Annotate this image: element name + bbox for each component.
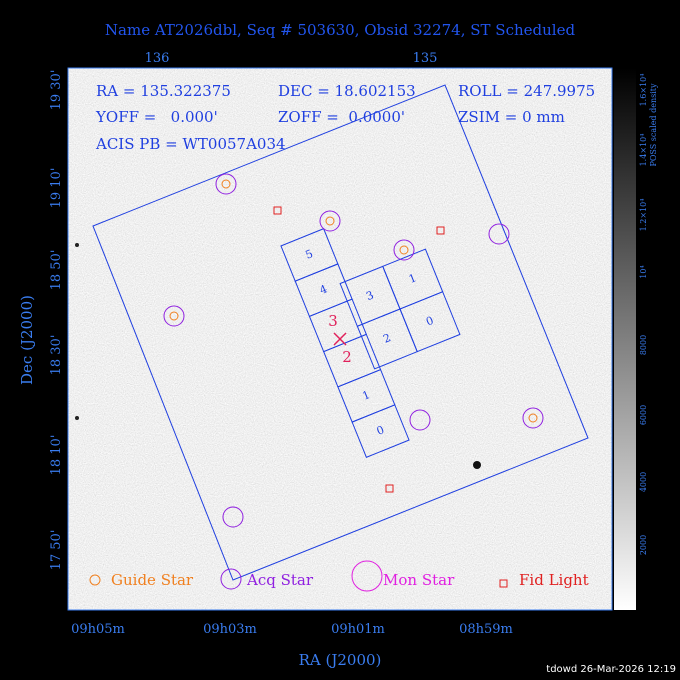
colorbar-tick: 6000 xyxy=(639,405,648,425)
colorbar xyxy=(614,68,636,610)
info: YOFF = 0.000' xyxy=(95,108,218,126)
colorbar-tick: 1.2×10⁴ xyxy=(639,199,648,232)
y-label: Dec (J2000) xyxy=(18,295,36,385)
legend-acq-icon xyxy=(220,568,242,590)
footer: tdowd 26-Mar-2026 12:19 xyxy=(546,664,676,675)
left-tick: 19 10' xyxy=(49,168,64,209)
legend-entry: Acq Star xyxy=(246,571,314,589)
chip-label: 5 xyxy=(304,247,315,262)
bottom-tick: 09h03m xyxy=(203,622,257,637)
pointing-label: 3 xyxy=(328,312,338,330)
left-tick: 19 30' xyxy=(49,70,64,111)
chip-label: 2 xyxy=(381,331,392,346)
info: ROLL = 247.9975 xyxy=(458,82,595,100)
legend-entry: Fid Light xyxy=(519,571,589,589)
bottom-tick: 09h05m xyxy=(71,622,125,637)
colorbar-tick: 4000 xyxy=(639,472,648,492)
chip-label: 3 xyxy=(364,288,375,303)
field-of-view xyxy=(92,84,589,581)
aimpoint xyxy=(333,332,347,346)
bottom-tick: 08h59m xyxy=(459,622,513,637)
top-tick: 135 xyxy=(413,51,438,66)
legend-mon-icon xyxy=(351,560,383,592)
bottom-tick: 09h01m xyxy=(331,622,385,637)
pointing-label: 2 xyxy=(342,348,352,366)
legend-fid-icon xyxy=(499,579,508,588)
colorbar-tick: 1.4×10⁴ xyxy=(639,134,648,167)
x-label: RA (J2000) xyxy=(299,651,382,669)
chip-label: 1 xyxy=(360,388,371,403)
chip-label: 4 xyxy=(318,282,329,297)
left-tick: 18 10' xyxy=(49,435,64,476)
info: ACIS PB = WT0057A034 xyxy=(95,135,286,153)
chip-label: 0 xyxy=(424,314,435,329)
info: ZSIM = 0 mm xyxy=(458,108,565,126)
colorbar-tick: 2000 xyxy=(639,535,648,555)
i-array xyxy=(339,248,461,370)
star xyxy=(75,416,79,420)
chip-label: 1 xyxy=(407,271,418,286)
chip-label: 0 xyxy=(375,423,386,438)
legend-entry: Guide Star xyxy=(111,571,194,589)
colorbar-tick: 1.6×10⁴ xyxy=(639,74,648,107)
legend-guide-icon xyxy=(89,574,101,586)
left-tick: 18 30' xyxy=(49,335,64,376)
legend-entry: Mon Star xyxy=(383,571,455,589)
info: DEC = 18.602153 xyxy=(278,82,416,100)
frame xyxy=(67,67,613,611)
guide-stars xyxy=(169,179,538,423)
fid-lights xyxy=(273,206,445,493)
info: RA = 135.322375 xyxy=(96,82,231,100)
title: Name AT2026dbl, Seq # 503630, Obsid 3227… xyxy=(105,21,576,39)
colorbar-tick: 8000 xyxy=(639,335,648,355)
colorbar-label: POSS scaled density xyxy=(649,83,658,167)
left-tick: 17 50' xyxy=(49,530,64,571)
acq-stars xyxy=(163,173,544,528)
left-tick: 18 50' xyxy=(49,250,64,291)
star xyxy=(75,243,79,247)
top-tick: 136 xyxy=(145,51,170,66)
colorbar-tick: 10⁴ xyxy=(639,265,648,278)
bright-star xyxy=(473,461,481,469)
info: ZOFF = 0.0000' xyxy=(278,108,405,126)
